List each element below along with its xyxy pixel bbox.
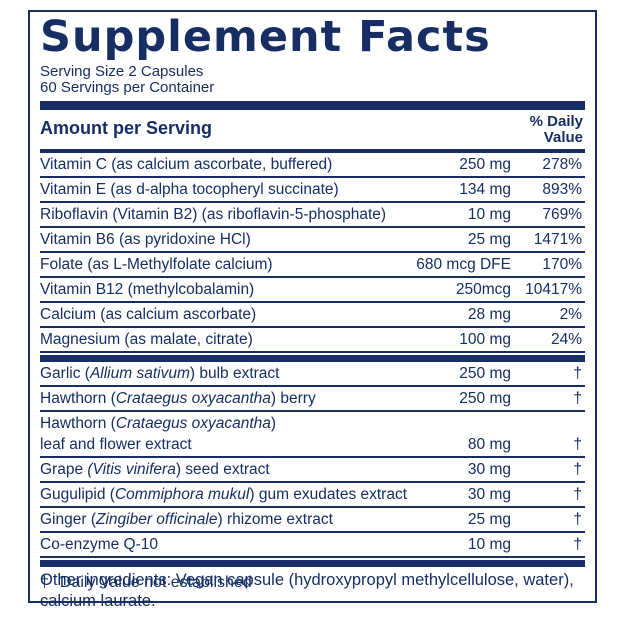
table-row: Magnesium (as malate, citrate) 100 mg 24… (40, 328, 585, 354)
amount-cell: 100 mg (459, 331, 511, 349)
ingredient-name: Hawthorn (Crataegus oxyacantha) berry (40, 390, 316, 408)
ingredient-name: Ginger (Zingiber officinale) rhizome ext… (40, 511, 333, 529)
amount-cell: 30 mg (467, 486, 511, 504)
ingredient-name: Calcium (as calcium ascorbate) (40, 306, 257, 324)
ingredient-name: Hawthorn (Crataegus oxyacantha) (40, 415, 277, 433)
daily-value-cell: 2% (559, 306, 582, 324)
daily-value-cell: 170% (542, 256, 582, 274)
divider-section-1 (40, 355, 585, 363)
ingredient-name: Vitamin E (as d-alpha tocopheryl succina… (40, 181, 339, 199)
ingredient-name: Vitamin B12 (methylcobalamin) (40, 281, 255, 299)
table-row: Ginger (Zingiber officinale) rhizome ext… (40, 508, 585, 534)
amount-cell: 10 mg (467, 536, 511, 554)
divider-medium (40, 148, 585, 154)
table-row: Vitamin C (as calcium ascorbate, buffere… (40, 153, 585, 179)
divider-section-2 (40, 560, 585, 568)
amount-cell: 250mcg (455, 281, 511, 299)
daily-value-cell: † (573, 461, 582, 479)
daily-value-header-line1: % Daily (529, 112, 583, 130)
ingredient-name: Grape (Vitis vinifera) seed extract (40, 461, 270, 479)
footnote: † Daily Value not established (40, 567, 585, 601)
daily-value-header: % Daily Value (529, 112, 585, 146)
amount-cell: 28 mg (467, 306, 511, 324)
ingredient-name: Riboflavin (Vitamin B2) (as riboflavin-5… (40, 206, 387, 224)
amount-cell: 25 mg (467, 231, 511, 249)
nutrient-rows: Vitamin C (as calcium ascorbate, buffere… (40, 153, 585, 354)
ingredient-name: Folate (as L-Methylfolate calcium) (40, 256, 273, 274)
table-row: Vitamin B12 (methylcobalamin) 250mcg 104… (40, 278, 585, 304)
ingredient-name: Gugulipid (Commiphora mukul) gum exudate… (40, 486, 408, 504)
table-row: Garlic (Allium sativum) bulb extract 250… (40, 362, 585, 388)
table-row: Hawthorn (Crataegus oxyacantha) berry 25… (40, 387, 585, 413)
amount-cell: 680 mcg DFE (416, 256, 511, 274)
daily-value-header-line2: Value (543, 128, 583, 146)
daily-value-cell: † (573, 511, 582, 529)
amount-cell: 250 mg (459, 365, 511, 383)
amount-cell: 80 mg (467, 436, 511, 454)
ingredient-name: Vitamin C (as calcium ascorbate, buffere… (40, 156, 333, 174)
daily-value-cell: † (573, 486, 582, 504)
column-header-row: Amount per Serving % Daily Value (40, 110, 585, 149)
ingredient-name: leaf and flower extract (40, 436, 192, 454)
amount-cell: 10 mg (467, 206, 511, 224)
table-row: Riboflavin (Vitamin B2) (as riboflavin-5… (40, 203, 585, 229)
table-row: leaf and flower extract 80 mg † (40, 433, 585, 459)
table-row: Vitamin B6 (as pyridoxine HCl) 25 mg 147… (40, 228, 585, 254)
daily-value-cell: † (573, 536, 582, 554)
daily-value-cell: † (573, 365, 582, 383)
daily-value-cell: 278% (542, 156, 582, 174)
table-row: Vitamin E (as d-alpha tocopheryl succina… (40, 178, 585, 204)
table-row: Grape (Vitis vinifera) seed extract 30 m… (40, 458, 585, 484)
serving-size-text: Serving Size 2 Capsules (40, 62, 204, 80)
daily-value-cell: 24% (550, 331, 582, 349)
supplement-facts-panel: Supplement Facts Serving Size 2 Capsules… (28, 10, 597, 604)
amount-per-serving-header: Amount per Serving (40, 117, 213, 138)
table-row: Folate (as L-Methylfolate calcium) 680 m… (40, 253, 585, 279)
daily-value-cell: 10417% (525, 281, 582, 299)
footnote-text: Daily Value not established (59, 574, 252, 592)
ingredient-name: Magnesium (as malate, citrate) (40, 331, 253, 349)
daily-value-cell: † (573, 436, 582, 454)
daily-value-cell: 769% (542, 206, 582, 224)
daily-value-cell: 893% (542, 181, 582, 199)
servings-per-container-text: 60 Servings per Container (40, 78, 215, 96)
amount-cell: 25 mg (467, 511, 511, 529)
amount-cell: 30 mg (467, 461, 511, 479)
daily-value-cell: † (573, 390, 582, 408)
dagger-symbol: † (40, 574, 49, 592)
table-row: Hawthorn (Crataegus oxyacantha) (40, 412, 585, 433)
amount-cell: 250 mg (459, 390, 511, 408)
amount-cell: 250 mg (459, 156, 511, 174)
other-ingredients-line2: calcium laurate. (40, 592, 156, 610)
botanical-rows: Garlic (Allium sativum) bulb extract 250… (40, 362, 585, 559)
daily-value-cell: 1471% (533, 231, 582, 249)
ingredient-name: Vitamin B6 (as pyridoxine HCl) (40, 231, 251, 249)
table-row: Gugulipid (Commiphora mukul) gum exudate… (40, 483, 585, 509)
ingredient-name: Garlic (Allium sativum) bulb extract (40, 365, 280, 383)
table-row: Co-enzyme Q-10 10 mg † (40, 533, 585, 559)
table-row: Calcium (as calcium ascorbate) 28 mg 2% (40, 303, 585, 329)
panel-title: Supplement Facts (40, 12, 491, 62)
other-ingredients-line1: Other ingredients: Vegan capsule (hydrox… (40, 571, 574, 589)
ingredient-name: Co-enzyme Q-10 (40, 536, 159, 554)
amount-cell: 134 mg (459, 181, 511, 199)
other-ingredients: Other ingredients: Vegan capsule (hydrox… (40, 570, 605, 612)
divider-thick-top (40, 100, 585, 110)
